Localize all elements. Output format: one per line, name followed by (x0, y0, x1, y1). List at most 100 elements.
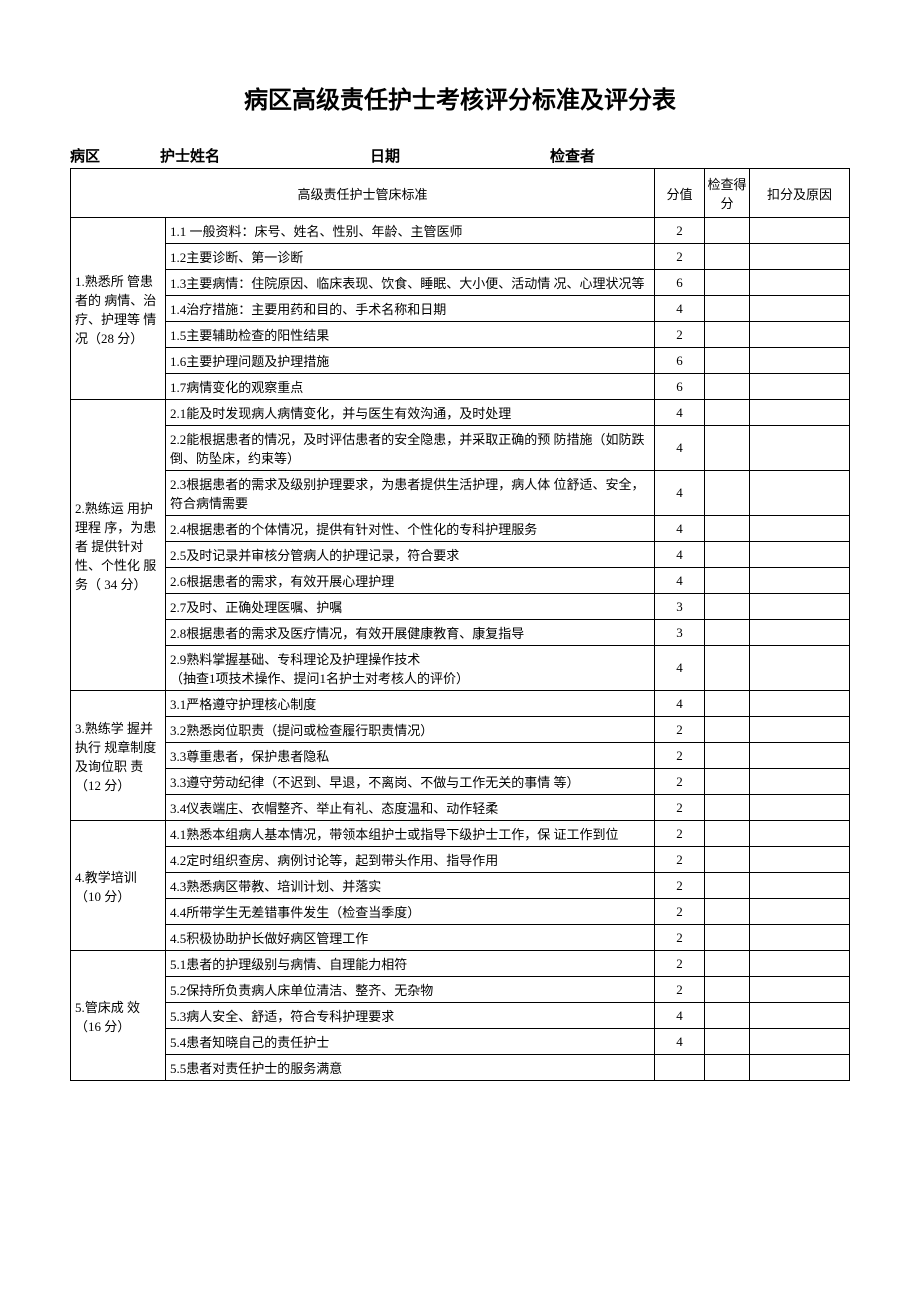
check-score-cell[interactable] (705, 1003, 750, 1029)
score-cell: 2 (655, 847, 705, 873)
score-cell (655, 1055, 705, 1081)
form-header: 病区 护士姓名 日期 检查者 (70, 145, 850, 166)
deduction-cell[interactable] (750, 516, 850, 542)
deduction-cell[interactable] (750, 471, 850, 516)
score-cell: 3 (655, 594, 705, 620)
deduction-cell[interactable] (750, 717, 850, 743)
deduction-cell[interactable] (750, 244, 850, 270)
table-row: 5.5患者对责任护士的服务满意 (71, 1055, 850, 1081)
deduction-cell[interactable] (750, 542, 850, 568)
deduction-cell[interactable] (750, 847, 850, 873)
check-score-cell[interactable] (705, 769, 750, 795)
check-score-cell[interactable] (705, 1055, 750, 1081)
table-row: 1.熟悉所 管患者的 病情、治 疗、护理等 情况（28 分）1.1 一般资料：床… (71, 218, 850, 244)
criteria-cell: 2.5及时记录并审核分管病人的护理记录，符合要求 (166, 542, 655, 568)
check-score-cell[interactable] (705, 471, 750, 516)
score-cell: 2 (655, 977, 705, 1003)
deduction-cell[interactable] (750, 568, 850, 594)
deduction-cell[interactable] (750, 977, 850, 1003)
check-score-cell[interactable] (705, 348, 750, 374)
check-score-cell[interactable] (705, 743, 750, 769)
deduction-cell[interactable] (750, 873, 850, 899)
check-score-cell[interactable] (705, 516, 750, 542)
deduction-cell[interactable] (750, 1003, 850, 1029)
deduction-cell[interactable] (750, 218, 850, 244)
check-score-cell[interactable] (705, 594, 750, 620)
score-cell: 4 (655, 1003, 705, 1029)
criteria-cell: 4.5积极协助护长做好病区管理工作 (166, 925, 655, 951)
score-cell: 3 (655, 620, 705, 646)
table-row: 4.教学培训（10 分）4.1熟悉本组病人基本情况，带领本组护士或指导下级护士工… (71, 821, 850, 847)
check-score-cell[interactable] (705, 542, 750, 568)
deduction-cell[interactable] (750, 270, 850, 296)
table-row: 2.熟练运 用护理程 序，为患者 提供针对 性、个性化 服务（ 34 分）2.1… (71, 400, 850, 426)
score-cell: 4 (655, 471, 705, 516)
deduction-cell[interactable] (750, 646, 850, 691)
deduction-cell[interactable] (750, 821, 850, 847)
check-score-cell[interactable] (705, 218, 750, 244)
score-cell: 2 (655, 899, 705, 925)
check-score-cell[interactable] (705, 400, 750, 426)
check-score-cell[interactable] (705, 568, 750, 594)
check-score-cell[interactable] (705, 646, 750, 691)
deduction-cell[interactable] (750, 322, 850, 348)
nurse-name-label: 护士姓名 (160, 145, 370, 166)
check-score-cell[interactable] (705, 925, 750, 951)
check-score-cell[interactable] (705, 1029, 750, 1055)
check-score-cell[interactable] (705, 899, 750, 925)
criteria-cell: 2.1能及时发现病人病情变化，并与医生有效沟通，及时处理 (166, 400, 655, 426)
table-row: 4.5积极协助护长做好病区管理工作2 (71, 925, 850, 951)
check-score-cell[interactable] (705, 426, 750, 471)
deduction-cell[interactable] (750, 951, 850, 977)
check-score-cell[interactable] (705, 951, 750, 977)
deduction-cell[interactable] (750, 594, 850, 620)
deduction-cell[interactable] (750, 925, 850, 951)
criteria-cell: 1.3主要病情：住院原因、临床表现、饮食、睡眠、大小便、活动情 况、心理状况等 (166, 270, 655, 296)
check-score-cell[interactable] (705, 374, 750, 400)
check-score-cell[interactable] (705, 270, 750, 296)
check-score-cell[interactable] (705, 620, 750, 646)
table-row: 3.4仪表端庄、衣帽整齐、举止有礼、态度温和、动作轻柔2 (71, 795, 850, 821)
criteria-cell: 5.1患者的护理级别与病情、自理能力相符 (166, 951, 655, 977)
check-score-cell[interactable] (705, 322, 750, 348)
check-score-cell[interactable] (705, 691, 750, 717)
table-row: 1.4治疗措施：主要用药和目的、手术名称和日期4 (71, 296, 850, 322)
evaluation-table: 高级责任护士管床标准 分值 检查得分 扣分及原因 1.熟悉所 管患者的 病情、治… (70, 168, 850, 1081)
deduction-cell[interactable] (750, 620, 850, 646)
deduction-cell[interactable] (750, 400, 850, 426)
check-score-cell[interactable] (705, 795, 750, 821)
check-score-cell[interactable] (705, 821, 750, 847)
deduction-cell[interactable] (750, 691, 850, 717)
deduction-cell[interactable] (750, 374, 850, 400)
table-row: 2.9熟料掌握基础、专科理论及护理操作技术 （抽查1项技术操作、提问1名护士对考… (71, 646, 850, 691)
check-score-cell[interactable] (705, 244, 750, 270)
deduction-cell[interactable] (750, 899, 850, 925)
table-row: 1.7病情变化的观察重点6 (71, 374, 850, 400)
category-cell: 2.熟练运 用护理程 序，为患者 提供针对 性、个性化 服务（ 34 分） (71, 400, 166, 691)
deduction-cell[interactable] (750, 743, 850, 769)
criteria-cell: 2.2能根据患者的情况，及时评估患者的安全隐患，并采取正确的预 防措施（如防跌倒… (166, 426, 655, 471)
check-score-cell[interactable] (705, 296, 750, 322)
score-cell: 6 (655, 374, 705, 400)
table-row: 2.5及时记录并审核分管病人的护理记录，符合要求4 (71, 542, 850, 568)
criteria-cell: 2.4根据患者的个体情况，提供有针对性、个性化的专科护理服务 (166, 516, 655, 542)
deduction-cell[interactable] (750, 296, 850, 322)
deduction-cell[interactable] (750, 1055, 850, 1081)
check-score-cell[interactable] (705, 977, 750, 1003)
score-cell: 2 (655, 743, 705, 769)
deduction-cell[interactable] (750, 426, 850, 471)
table-row: 4.4所带学生无差错事件发生（检查当季度）2 (71, 899, 850, 925)
score-cell: 4 (655, 426, 705, 471)
score-cell: 2 (655, 244, 705, 270)
table-row: 2.2能根据患者的情况，及时评估患者的安全隐患，并采取正确的预 防措施（如防跌倒… (71, 426, 850, 471)
deduction-cell[interactable] (750, 795, 850, 821)
check-score-cell[interactable] (705, 717, 750, 743)
deduction-cell[interactable] (750, 348, 850, 374)
deduction-cell[interactable] (750, 769, 850, 795)
check-score-cell[interactable] (705, 873, 750, 899)
check-score-cell[interactable] (705, 847, 750, 873)
ward-label: 病区 (70, 145, 160, 166)
deduction-cell[interactable] (750, 1029, 850, 1055)
table-row: 5.管床成 效（16 分）5.1患者的护理级别与病情、自理能力相符2 (71, 951, 850, 977)
date-label: 日期 (370, 145, 550, 166)
